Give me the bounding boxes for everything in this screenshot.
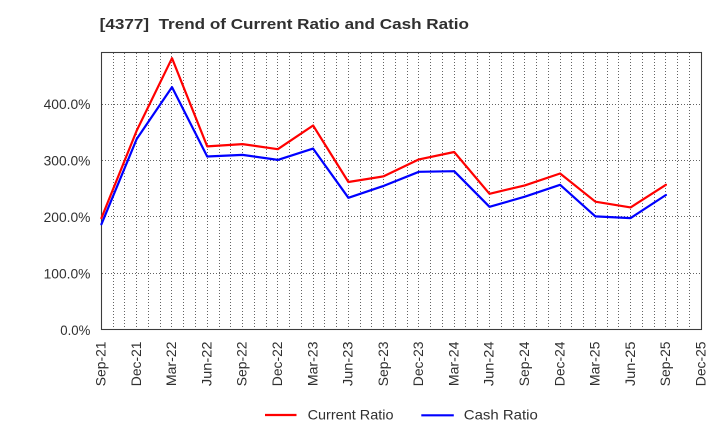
svg-text:Sep-21: Sep-21 <box>93 341 109 386</box>
svg-text:Mar-23: Mar-23 <box>304 341 320 386</box>
svg-text:Cash Ratio: Cash Ratio <box>464 406 538 422</box>
svg-text:200.0%: 200.0% <box>44 209 91 225</box>
svg-text:300.0%: 300.0% <box>44 153 91 169</box>
svg-text:Dec-21: Dec-21 <box>128 341 144 386</box>
svg-text:Dec-22: Dec-22 <box>269 341 285 386</box>
svg-text:Current Ratio: Current Ratio <box>308 406 394 422</box>
svg-text:100.0%: 100.0% <box>44 265 91 281</box>
svg-text:Sep-23: Sep-23 <box>375 341 391 386</box>
svg-text:[4377] Trend of Current Ratio: [4377] Trend of Current Ratio and Cash R… <box>100 16 469 33</box>
svg-text:Sep-24: Sep-24 <box>516 341 532 386</box>
svg-text:Mar-25: Mar-25 <box>587 341 603 386</box>
svg-text:Dec-25: Dec-25 <box>692 341 708 386</box>
svg-text:Mar-22: Mar-22 <box>163 341 179 386</box>
svg-text:Jun-25: Jun-25 <box>622 341 638 386</box>
svg-text:0.0%: 0.0% <box>60 322 90 338</box>
svg-text:Jun-22: Jun-22 <box>198 341 214 386</box>
svg-text:Dec-23: Dec-23 <box>410 341 426 386</box>
svg-text:Mar-24: Mar-24 <box>445 341 461 386</box>
svg-text:400.0%: 400.0% <box>44 96 91 112</box>
svg-text:Sep-25: Sep-25 <box>657 341 673 386</box>
svg-text:Jun-23: Jun-23 <box>340 341 356 386</box>
svg-text:Dec-24: Dec-24 <box>551 341 567 386</box>
svg-text:Jun-24: Jun-24 <box>481 341 497 386</box>
svg-text:Sep-22: Sep-22 <box>234 341 250 386</box>
